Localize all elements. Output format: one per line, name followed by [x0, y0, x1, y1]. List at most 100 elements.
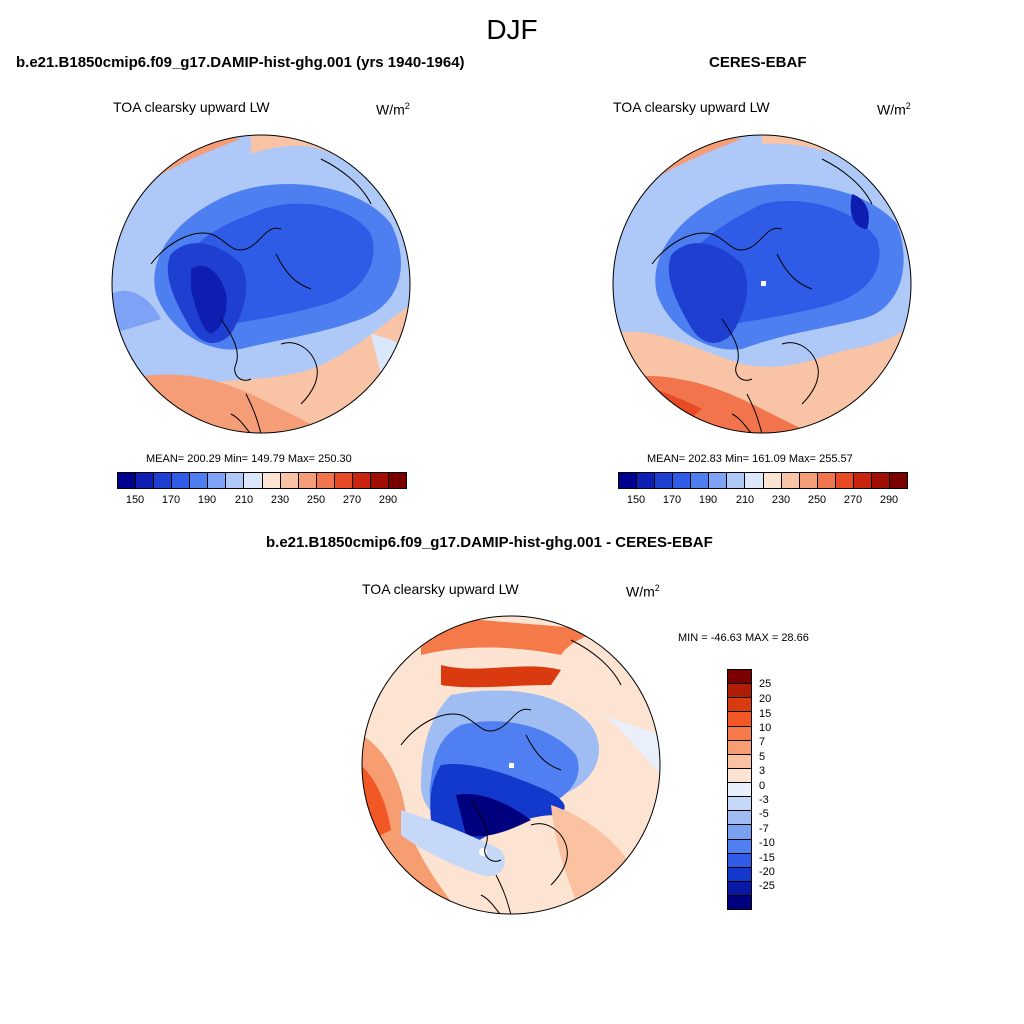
colorbar-box: [728, 896, 751, 910]
colorbar-box: [619, 473, 638, 488]
model-cbar-tick: 250: [306, 494, 326, 506]
colorbar-box: [118, 473, 137, 488]
model-field-shading: [112, 135, 410, 433]
colorbar-box: [352, 473, 371, 488]
season-title: DJF: [486, 14, 538, 45]
obs-field-shading: [613, 135, 911, 433]
colorbar-box: [208, 473, 227, 488]
model-colorbar: [117, 472, 407, 489]
obs-cbar-tick: 290: [879, 494, 899, 506]
colorbar-box: [262, 473, 281, 488]
colorbar-box: [728, 881, 751, 896]
colorbar-box: [316, 473, 335, 488]
obs-cbar-tick: 270: [843, 494, 863, 506]
diff-cbar-tick: -10: [759, 837, 775, 849]
colorbar-box: [728, 698, 751, 713]
model-cbar-tick: 150: [125, 494, 145, 506]
colorbar-box: [728, 670, 751, 685]
colorbar-box: [728, 783, 751, 798]
colorbar-box: [136, 473, 155, 488]
colorbar-box: [388, 473, 406, 488]
colorbar-box: [781, 473, 800, 488]
colorbar-box: [835, 473, 854, 488]
model-polar-map: [111, 134, 411, 434]
colorbar-box: [673, 473, 692, 488]
diff-cbar-tick: 10: [759, 722, 772, 734]
obs-variable-label: TOA clearsky upward LW: [613, 99, 770, 115]
colorbar-box: [817, 473, 836, 488]
model-cbar-tick: 170: [161, 494, 181, 506]
colorbar-box: [334, 473, 353, 488]
diff-cbar-tick: 3: [759, 765, 766, 777]
colorbar-box: [728, 768, 751, 783]
diff-cbar-tick: 7: [759, 736, 766, 748]
colorbar-box: [370, 473, 389, 488]
diff-colorbar: [727, 669, 752, 910]
colorbar-box: [298, 473, 317, 488]
colorbar-box: [728, 825, 751, 840]
obs-colorbar: [618, 472, 908, 489]
colorbar-box: [637, 473, 656, 488]
diff-cbar-tick: 20: [759, 693, 772, 705]
obs-cbar-tick: 210: [735, 494, 755, 506]
colorbar-box: [190, 473, 209, 488]
colorbar-box: [226, 473, 245, 488]
diff-cbar-tick: 15: [759, 708, 772, 720]
obs-cbar-tick: 250: [807, 494, 827, 506]
diff-cbar-tick: -25: [759, 880, 775, 892]
model-cbar-tick: 210: [234, 494, 254, 506]
colorbar-box: [728, 684, 751, 699]
colorbar-box: [280, 473, 299, 488]
colorbar-box: [889, 473, 907, 488]
diff-field-shading: [362, 616, 660, 914]
colorbar-box: [728, 797, 751, 812]
colorbar-box: [172, 473, 191, 488]
colorbar-box: [709, 473, 728, 488]
model-variable-label: TOA clearsky upward LW: [113, 99, 270, 115]
colorbar-box: [728, 726, 751, 741]
colorbar-box: [728, 867, 751, 882]
model-cbar-tick: 190: [197, 494, 217, 506]
diff-cbar-tick: 25: [759, 678, 772, 690]
model-panel-title: b.e21.B1850cmip6.f09_g17.DAMIP-hist-ghg.…: [16, 54, 465, 71]
model-cbar-tick: 230: [270, 494, 290, 506]
model-cbar-tick: 290: [378, 494, 398, 506]
model-coastlines: [150, 158, 372, 433]
colorbar-box: [728, 754, 751, 769]
obs-stats: MEAN= 202.83 Min= 161.09 Max= 255.57: [647, 453, 853, 465]
diff-cbar-tick: -15: [759, 852, 775, 864]
diff-cbar-tick: -7: [759, 823, 769, 835]
colorbar-box: [727, 473, 746, 488]
diff-cbar-tick: -5: [759, 808, 769, 820]
diff-coastlines: [400, 639, 622, 914]
colorbar-box: [871, 473, 890, 488]
obs-cbar-tick: 170: [662, 494, 682, 506]
obs-units-label: W/m2: [877, 101, 911, 118]
colorbar-box: [728, 712, 751, 727]
diff-units-label: W/m2: [626, 583, 660, 600]
colorbar-box: [728, 839, 751, 854]
obs-cbar-tick: 230: [771, 494, 791, 506]
colorbar-box: [745, 473, 764, 488]
colorbar-box: [691, 473, 710, 488]
colorbar-box: [244, 473, 263, 488]
diff-variable-label: TOA clearsky upward LW: [362, 581, 519, 597]
colorbar-box: [154, 473, 173, 488]
diff-stats: MIN = -46.63 MAX = 28.66: [678, 632, 809, 644]
colorbar-box: [728, 811, 751, 826]
model-stats: MEAN= 200.29 Min= 149.79 Max= 250.30: [146, 453, 352, 465]
colorbar-box: [853, 473, 872, 488]
colorbar-box: [799, 473, 818, 488]
model-units-label: W/m2: [376, 101, 410, 118]
diff-cbar-tick: 0: [759, 780, 766, 792]
diff-panel-title: b.e21.B1850cmip6.f09_g17.DAMIP-hist-ghg.…: [266, 534, 713, 551]
diff-polar-map: [361, 615, 661, 915]
model-cbar-tick: 270: [342, 494, 362, 506]
diff-cbar-tick: -3: [759, 794, 769, 806]
obs-cbar-tick: 190: [698, 494, 718, 506]
colorbar-box: [728, 740, 751, 755]
colorbar-box: [763, 473, 782, 488]
diff-cbar-tick: 5: [759, 751, 766, 763]
obs-cbar-tick: 150: [626, 494, 646, 506]
colorbar-box: [655, 473, 674, 488]
